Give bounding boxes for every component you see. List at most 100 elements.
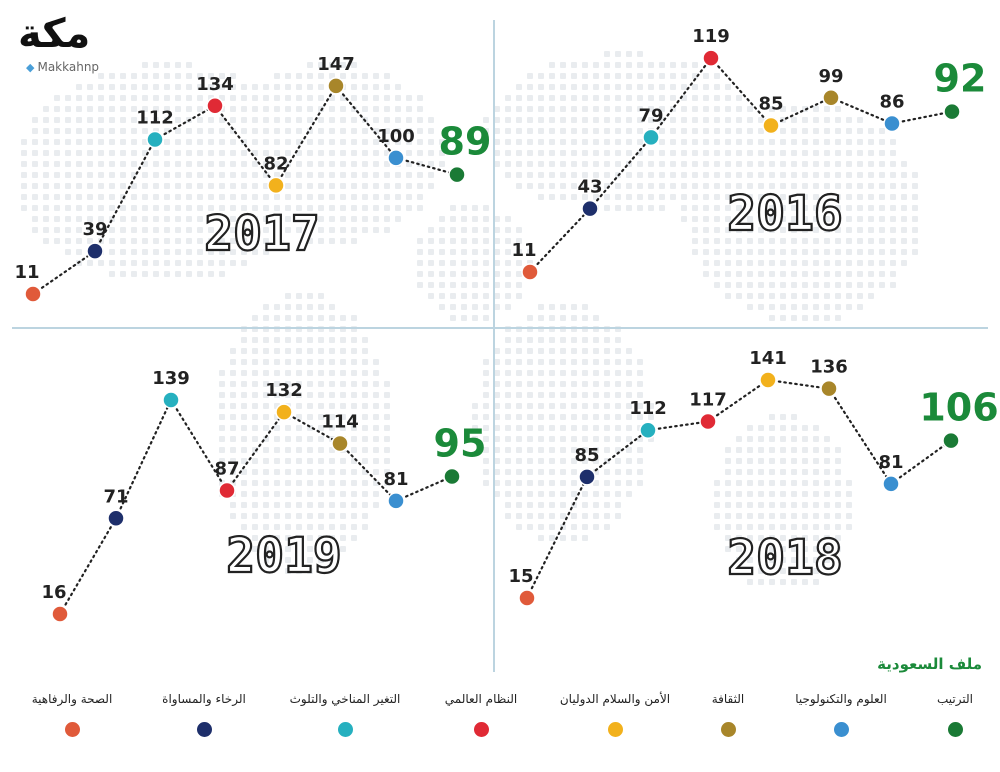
legend: الترتيب العلوم والتكنولوجيا الثقافة الأمن و…: [0, 692, 1000, 752]
data-label: 16: [41, 582, 66, 603]
data-point: [24, 285, 42, 303]
yellow-dot-icon: [607, 722, 623, 737]
series-line-segment: [709, 57, 773, 127]
data-label: 114: [321, 411, 359, 432]
data-point: [581, 199, 599, 218]
series-line-segment: [889, 439, 953, 485]
series-line-segment: [169, 398, 229, 492]
series-line-segment: [225, 411, 286, 492]
data-label: 147: [317, 54, 355, 75]
navy-dot-icon: [196, 722, 212, 737]
series-line-segment: [282, 411, 342, 445]
background-dot-map: [21, 51, 918, 585]
data-point: [639, 421, 657, 439]
data-point: [327, 77, 345, 95]
data-point: [699, 412, 717, 431]
data-label: 43: [577, 177, 602, 198]
legend-label: الرخاء والمساواة: [162, 692, 246, 706]
series-line-segment: [394, 156, 459, 176]
data-label: 85: [758, 93, 783, 114]
series-line-segment: [827, 387, 893, 485]
rank-label: 92: [934, 57, 987, 101]
rank-label: 89: [439, 120, 492, 164]
data-label: 99: [818, 66, 843, 87]
green-dot-icon: [947, 722, 963, 737]
data-point: [51, 605, 69, 623]
data-label: 100: [377, 126, 415, 147]
legend-label: الثقافة: [711, 692, 745, 706]
data-point: [267, 176, 285, 195]
twitter-handle[interactable]: ◆ Makkahnp: [26, 60, 99, 74]
data-point: [882, 475, 900, 493]
series-line-segment: [334, 84, 398, 159]
data-point: [387, 149, 405, 167]
series-line-segment: [890, 110, 954, 125]
series-line-segment: [525, 475, 589, 600]
red-dot-icon: [473, 722, 489, 737]
data-point: [443, 467, 461, 486]
series-line-segment: [649, 57, 713, 139]
data-point: [883, 114, 901, 133]
series-line-segment: [394, 475, 454, 502]
data-label: 134: [196, 74, 234, 95]
data-point: [162, 391, 180, 409]
series-line-segment: [93, 138, 157, 253]
data-label: 86: [879, 92, 904, 113]
data-label: 11: [511, 240, 536, 261]
data-point: [642, 128, 660, 147]
data-label: 39: [82, 219, 107, 240]
series-line-segment: [829, 96, 894, 125]
data-point: [521, 263, 539, 281]
year-label: 2017: [204, 206, 320, 262]
series-line-segment: [528, 207, 592, 274]
data-point: [331, 434, 349, 453]
chart-panel-2018: 2018 15 85 112 117 141 136 81 106: [508, 348, 999, 607]
series-line-segment: [153, 104, 217, 141]
data-point: [578, 468, 596, 486]
data-label: 82: [263, 153, 288, 174]
data-point: [942, 431, 960, 450]
series-line-segment: [338, 442, 398, 502]
data-label: 139: [152, 368, 190, 389]
chart-panel-2017: 2017 11 39 112 134 82 147 100 89: [14, 54, 492, 303]
series-line-segment: [58, 517, 118, 616]
rank-label: 95: [434, 422, 487, 466]
data-label: 81: [383, 469, 408, 490]
data-label: 132: [265, 380, 303, 401]
series-line-segment: [646, 420, 710, 432]
rank-label: 106: [919, 386, 998, 430]
data-point: [820, 379, 838, 398]
year-label: 2019: [226, 528, 342, 584]
data-point: [387, 492, 405, 510]
data-point: [518, 589, 536, 607]
data-label: 81: [878, 452, 903, 473]
blue-dot-icon: [833, 722, 849, 737]
chart-panel-2019: 2019 16 71 139 87 132 114 81 95: [41, 368, 487, 623]
series-line-segment: [769, 96, 833, 127]
data-point: [702, 49, 720, 67]
year-label: 2018: [727, 530, 843, 586]
series-line-segment: [114, 398, 173, 520]
data-point: [218, 481, 236, 500]
legend-label: التغير المناخي والتلوث: [289, 692, 401, 706]
orange-dot-icon: [64, 722, 80, 737]
data-label: 136: [810, 357, 848, 378]
data-label: 112: [136, 107, 174, 128]
data-label: 79: [638, 105, 663, 126]
series-line-segment: [766, 378, 831, 390]
series-line-segment: [31, 250, 97, 296]
legend-item-gold: الثقافة: [658, 692, 798, 741]
data-point: [822, 89, 840, 107]
data-label: 112: [629, 398, 667, 419]
chart-panel-2016: 2016 11 43 79 119 85 99 86 92: [511, 26, 987, 281]
legend-label: الأمن والسلام الدوليان: [559, 692, 671, 706]
legend-item-green: الترتيب: [885, 692, 1000, 741]
logo-text: مكة: [18, 11, 91, 57]
legend-item-red: النظام العالمي: [411, 692, 551, 741]
data-point: [146, 130, 164, 149]
legend-item-blue: العلوم والتكنولوجيا: [771, 692, 911, 741]
data-point: [107, 509, 125, 528]
data-point: [275, 403, 293, 421]
legend-label: العلوم والتكنولوجيا: [795, 692, 887, 706]
